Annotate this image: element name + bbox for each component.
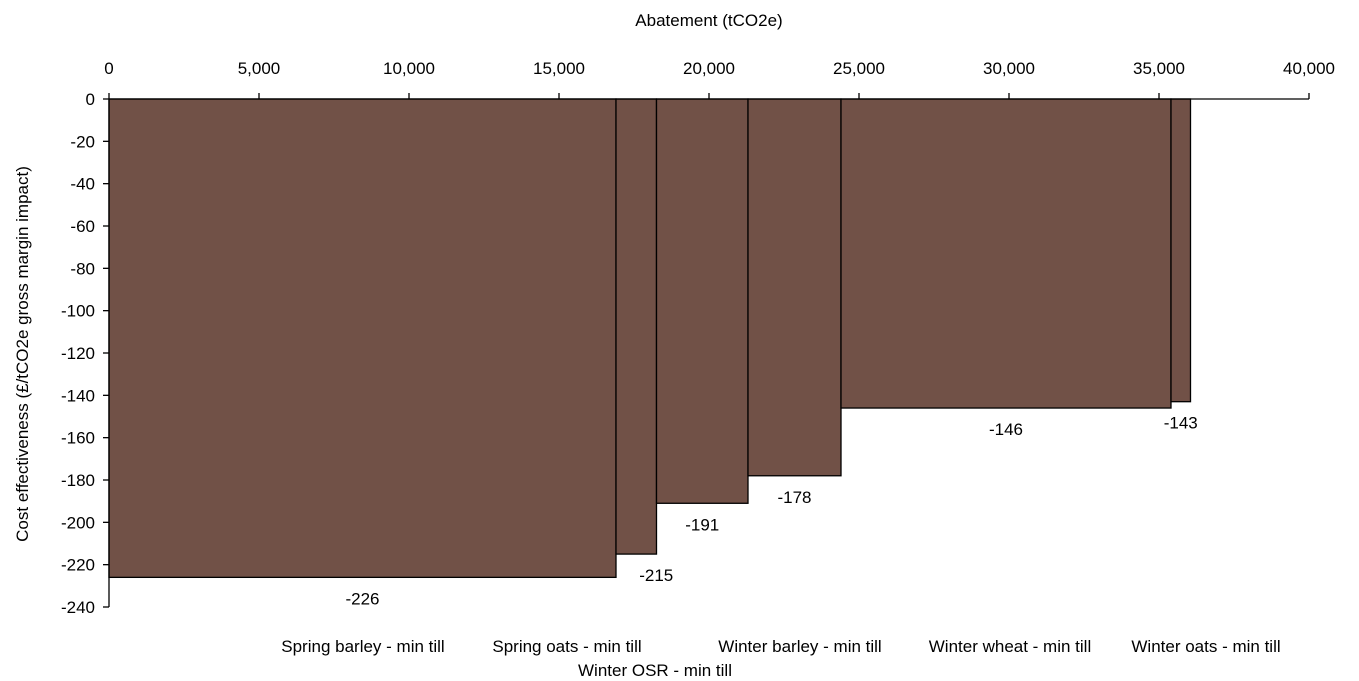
bar-2 [615,98,658,555]
x-tick-label: 35,000 [1133,59,1185,78]
y-tick-label: -20 [70,132,95,151]
data-label-5: -146 [989,420,1023,439]
y-tick-label: -140 [61,386,95,405]
data-label-6: -143 [1164,414,1198,433]
axes [103,93,1310,608]
y-tick-label: -100 [61,302,95,321]
bar-3 [655,98,749,504]
data-labels: -226 -215 -191 -178 -146 -143 [345,414,1197,609]
category-label-2: Spring oats - min till [492,637,641,656]
x-tick-label: 40,000 [1283,59,1335,78]
category-label-1: Spring barley - min till [281,637,444,656]
data-label-4: -178 [777,488,811,507]
bar-4 [747,98,842,477]
y-tick-label: -160 [61,429,95,448]
y-tick-label: -180 [61,471,95,490]
bar-6 [1170,98,1192,403]
data-label-1: -226 [345,589,379,608]
x-tick-label: 25,000 [833,59,885,78]
x-axis-tick-labels: 0 5,000 10,000 15,000 20,000 25,000 30,000 35,0… [104,59,1335,78]
bar-5 [840,98,1172,409]
y-tick-label: -240 [61,598,95,617]
x-tick-label: 10,000 [383,59,435,78]
y-tick-label: -120 [61,344,95,363]
x-axis-title: Abatement (tCO2e) [635,11,782,30]
y-tick-label: -60 [70,217,95,236]
y-axis-title: Cost effectiveness (£/tCO2e gross margin… [13,166,32,542]
x-tick-label: 30,000 [983,59,1035,78]
category-labels: Spring barley - min till Spring oats - mi… [281,637,1280,680]
category-label-5: Winter wheat - min till [929,637,1091,656]
x-tick-label: 5,000 [238,59,281,78]
y-tick-label: 0 [86,90,95,109]
y-tick-label: -200 [61,513,95,532]
y-tick-label: -80 [70,259,95,278]
x-tick-label: 0 [104,59,113,78]
y-tick-label: -40 [70,175,95,194]
category-label-6: Winter oats - min till [1131,637,1280,656]
data-label-2: -215 [639,566,673,585]
category-label-4: Winter barley - min till [718,637,881,656]
category-label-3: Winter OSR - min till [578,661,732,680]
bar-1 [108,98,617,579]
data-label-3: -191 [685,515,719,534]
bars [108,98,1192,579]
x-tick-label: 20,000 [683,59,735,78]
y-axis-tick-labels: 0 -20 -40 -60 -80 -100 -120 -140 -160 -180 -200 -22… [61,90,95,617]
x-tick-label: 15,000 [533,59,585,78]
y-tick-label: -220 [61,556,95,575]
